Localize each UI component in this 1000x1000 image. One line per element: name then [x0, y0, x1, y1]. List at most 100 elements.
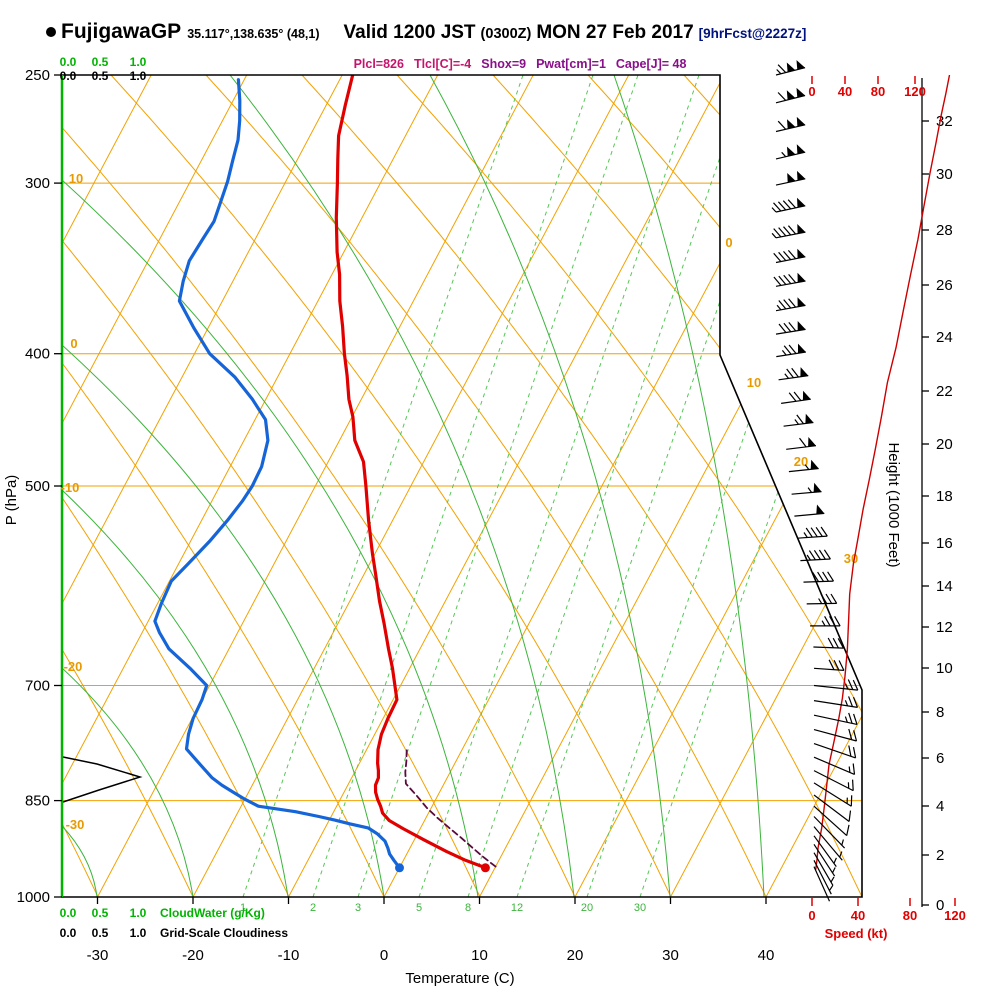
thermo-index-1: Tlcl[C]=-4	[413, 57, 472, 71]
svg-text:30: 30	[844, 551, 858, 566]
surface-dewpoint-dot	[395, 863, 404, 873]
dewpoint-curve	[153, 78, 402, 870]
svg-text:26: 26	[936, 277, 953, 294]
svg-text:-20: -20	[64, 659, 83, 674]
svg-text:-20: -20	[182, 947, 204, 964]
svg-text:80: 80	[871, 84, 885, 99]
svg-text:0.5: 0.5	[92, 55, 109, 69]
svg-text:0: 0	[936, 897, 944, 914]
svg-text:10: 10	[747, 375, 761, 390]
svg-text:850: 850	[25, 793, 50, 810]
title-bar: FujigawaGP 35.117°,138.635° (48,1) Valid…	[46, 20, 986, 44]
svg-text:30: 30	[936, 166, 953, 183]
svg-text:1.0: 1.0	[130, 906, 147, 920]
svg-text:3: 3	[355, 902, 361, 914]
station-coords: 35.117°,138.635° (48,1)	[187, 27, 320, 41]
svg-text:8: 8	[465, 902, 471, 914]
svg-text:0.5: 0.5	[92, 906, 109, 920]
svg-text:0: 0	[808, 84, 815, 99]
forecast-lead-tag: [9hrFcst@2227z]	[698, 26, 807, 41]
svg-text:-10: -10	[61, 480, 80, 495]
svg-text:30: 30	[662, 947, 679, 964]
svg-text:0: 0	[725, 235, 732, 250]
svg-text:6: 6	[936, 750, 944, 767]
svg-text:-30: -30	[87, 947, 109, 964]
svg-text:16: 16	[936, 535, 953, 552]
svg-text:10: 10	[471, 947, 488, 964]
svg-text:22: 22	[936, 383, 953, 400]
cloud-water-profile	[62, 756, 143, 803]
parcel-curve	[404, 748, 497, 868]
surface-temp-dot	[480, 863, 490, 873]
svg-text:20: 20	[794, 454, 808, 469]
svg-text:30: 30	[634, 902, 646, 914]
valid-date: MON 27 Feb 2017	[536, 22, 694, 43]
svg-text:700: 700	[25, 678, 50, 695]
svg-text:500: 500	[25, 478, 50, 495]
svg-text:12: 12	[511, 902, 523, 914]
thermo-index-3: Pwat[cm]=1	[536, 57, 606, 71]
thermo-index-0: Plcl=826	[353, 57, 404, 71]
svg-text:300: 300	[25, 175, 50, 192]
svg-text:14: 14	[936, 578, 953, 595]
svg-text:20: 20	[936, 436, 953, 453]
svg-text:40: 40	[851, 908, 865, 923]
svg-text:Speed (kt): Speed (kt)	[825, 926, 888, 941]
svg-text:5: 5	[416, 902, 422, 914]
wind-speed-curve	[815, 74, 951, 870]
svg-text:1.0: 1.0	[130, 55, 147, 69]
station-name: FujigawaGP	[61, 20, 182, 43]
moist-adiabats	[62, 75, 765, 897]
svg-text:Grid-Scale Cloudiness: Grid-Scale Cloudiness	[160, 926, 288, 940]
svg-text:8: 8	[936, 704, 944, 721]
svg-text:Height (1000 Feet): Height (1000 Feet)	[885, 442, 902, 567]
skewt-grid	[62, 75, 862, 897]
thermo-index-4: Cape[J]= 48	[615, 57, 687, 71]
svg-text:120: 120	[904, 84, 926, 99]
svg-text:Temperature (C): Temperature (C)	[405, 970, 514, 987]
temperature-curve	[334, 75, 487, 870]
svg-text:40: 40	[758, 947, 775, 964]
svg-text:40: 40	[838, 84, 852, 99]
svg-text:24: 24	[936, 329, 953, 346]
svg-text:1.0: 1.0	[130, 69, 147, 83]
thermo-indices-line: Plcl=826 Tlcl[C]=-4 Shox=9 Pwat[cm]=1 Cape[J…	[240, 57, 800, 71]
svg-text:P (hPa): P (hPa)	[3, 475, 20, 526]
svg-text:28: 28	[936, 222, 953, 239]
svg-text:-30: -30	[66, 817, 85, 832]
svg-text:0.0: 0.0	[60, 55, 77, 69]
svg-text:2: 2	[936, 847, 944, 864]
valid-time: Valid 1200 JST	[343, 22, 476, 43]
svg-text:10: 10	[69, 171, 83, 186]
svg-text:0: 0	[808, 908, 815, 923]
valid-time-utc: (0300Z)	[480, 26, 532, 42]
svg-text:120: 120	[944, 908, 966, 923]
svg-text:0: 0	[70, 336, 77, 351]
svg-text:4: 4	[936, 798, 944, 815]
svg-text:250: 250	[25, 67, 50, 84]
svg-text:18: 18	[936, 488, 953, 505]
svg-text:2: 2	[310, 902, 316, 914]
svg-text:1.0: 1.0	[130, 926, 147, 940]
sounding-profiles	[153, 75, 497, 870]
wind-barbs	[771, 60, 859, 902]
svg-text:20: 20	[567, 947, 584, 964]
svg-text:10: 10	[936, 660, 953, 677]
svg-text:80: 80	[903, 908, 917, 923]
station-bullet-icon	[46, 27, 56, 37]
svg-text:0: 0	[380, 947, 388, 964]
svg-text:0.5: 0.5	[92, 69, 109, 83]
svg-text:1000: 1000	[17, 889, 50, 906]
svg-text:0.0: 0.0	[60, 69, 77, 83]
svg-text:-10: -10	[278, 947, 300, 964]
thermo-index-2: Shox=9	[481, 57, 527, 71]
svg-text:400: 400	[25, 346, 50, 363]
svg-text:0.5: 0.5	[92, 926, 109, 940]
svg-text:0.0: 0.0	[60, 926, 77, 940]
svg-text:20: 20	[581, 902, 593, 914]
svg-text:0.0: 0.0	[60, 906, 77, 920]
svg-text:12: 12	[936, 619, 953, 636]
